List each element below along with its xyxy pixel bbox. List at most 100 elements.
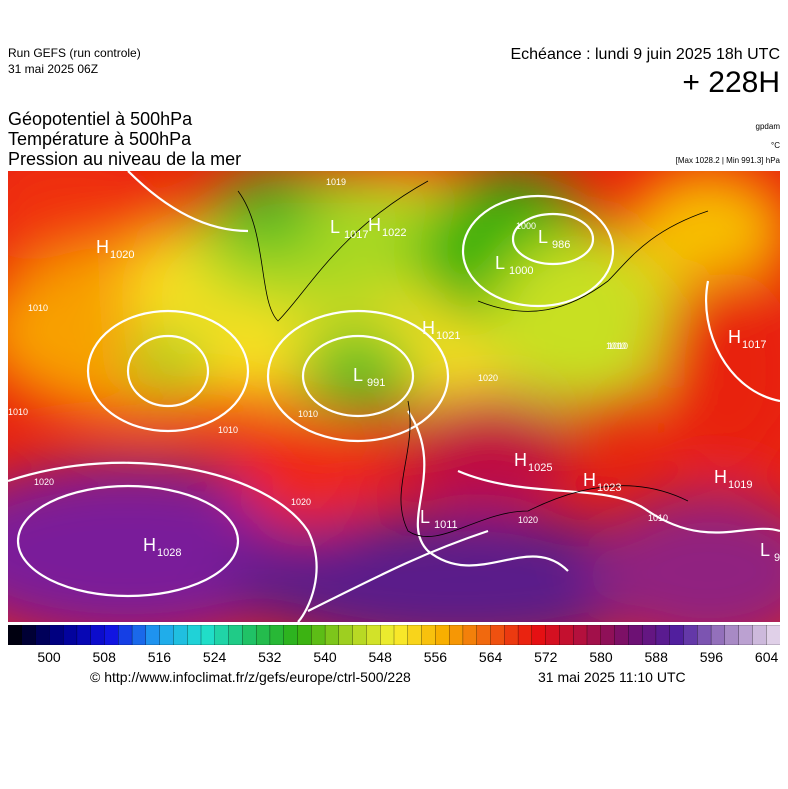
colorbar-label: 516 [147,649,172,665]
colorbar-swatch [531,625,547,645]
colorbar-swatch [118,625,133,645]
temperature-field [8,171,780,622]
title-geo: Géopotentiel à 500hPa [8,109,193,129]
colorbar-swatch [504,625,519,645]
colorbar-swatch [655,625,671,645]
isobar-label: 1020 [518,515,538,525]
colorbar-swatch [131,625,147,645]
colorbar-swatch [380,625,395,645]
colorbar-swatch [517,625,533,645]
colorbar-label: 556 [423,649,448,665]
isobar-label: 1020 [291,497,311,507]
colorbar-label: 548 [368,649,392,665]
title-pressure: Pression au niveau de la mer [8,149,242,169]
center-value: 991 [367,377,385,389]
center-value: 1025 [528,462,552,474]
center-type: H [422,318,435,338]
colorbar-swatch [324,625,340,645]
coast-lines [237,180,709,537]
colorbar-swatch [448,625,464,645]
isobar-label: 1010 [28,303,48,313]
colorbar-label: 588 [644,649,668,665]
colorbar-swatch [352,625,368,645]
center-type: L [420,507,430,527]
colorbar-swatch [62,625,78,645]
colorbar-swatch [600,625,616,645]
center-value: 99 [774,552,780,564]
isobar-label: 1020 [478,373,498,383]
colorbar-label: 572 [534,649,558,665]
center-value: 1022 [382,227,406,239]
colorbar-swatch [214,625,230,645]
colorbar-label: 580 [589,649,613,665]
isobar-label: 1000 [516,221,536,231]
colorbar-swatch [559,625,574,645]
colorbar-swatch [8,625,23,645]
colorbar-swatch [21,625,37,645]
unit-temp: °C [771,141,780,150]
colorbar-swatch [490,625,505,645]
center-type: L [538,227,548,247]
colorbar-swatch [545,625,561,645]
center-type: L [353,365,363,385]
colorbar-swatch [766,625,780,645]
center-type: L [330,217,340,237]
colorbar-swatch [283,625,299,645]
isobar-label: 1010 [648,513,668,523]
center-value: 986 [552,239,570,251]
unit-geo: gpdam [755,122,780,131]
center-value: 1019 [728,479,752,491]
colorbar-swatch [90,625,106,645]
center-value: 1020 [110,249,134,261]
lead-time: + 228H [682,66,780,99]
colorbar-swatch [242,625,257,645]
isobar-label: 1010 [606,341,626,351]
colorbar-swatch [366,625,381,645]
colorbar-label: 500 [37,649,61,665]
run-date: 31 mai 2025 06Z [8,62,99,76]
center-type: H [514,450,527,470]
colorbar-swatch [628,625,643,645]
colorbar-swatch [421,625,437,645]
colorbar-swatch [49,625,64,645]
colorbar-swatch [187,625,202,645]
colorbar-swatch [338,625,354,645]
center-type: H [728,327,741,347]
center-type: H [583,470,596,490]
colorbar-swatch [614,625,630,645]
center-type: H [143,535,156,555]
colorbar-label: 604 [754,649,779,665]
colorbar-swatch [297,625,312,645]
colorbar-swatch [752,625,767,645]
colorbar-swatch [724,625,740,645]
isobar-label: 1010 [8,407,28,417]
colorbar-swatch [435,625,450,645]
colorbar-swatch [641,625,657,645]
colorbar-swatch [35,625,51,645]
center-type: L [760,540,770,560]
colorbar [8,625,780,645]
colorbar-swatch [697,625,712,645]
center-type: H [368,215,381,235]
center-type: H [714,467,727,487]
center-type: H [96,237,109,257]
title-temp: Température à 500hPa [8,129,192,149]
colorbar-swatch [159,625,175,645]
colorbar-swatch [669,625,685,645]
center-value: 1023 [597,482,621,494]
colorbar-swatch [76,625,92,645]
center-type: L [495,253,505,273]
colorbar-swatch [173,625,188,645]
source: © http://www.infoclimat.fr/z/gefs/europe… [90,669,411,685]
center-value: 1011 [434,519,458,531]
isobar-label: 1020 [34,477,54,487]
colorbar-swatch [255,625,271,645]
colorbar-swatch [586,625,602,645]
isobar-label: 1010 [218,425,238,435]
colorbar-swatch [145,625,161,645]
colorbar-label: 508 [92,649,116,665]
colorbar-swatch [476,625,492,645]
colorbar-swatch [462,625,478,645]
colorbar-label: 596 [699,649,724,665]
